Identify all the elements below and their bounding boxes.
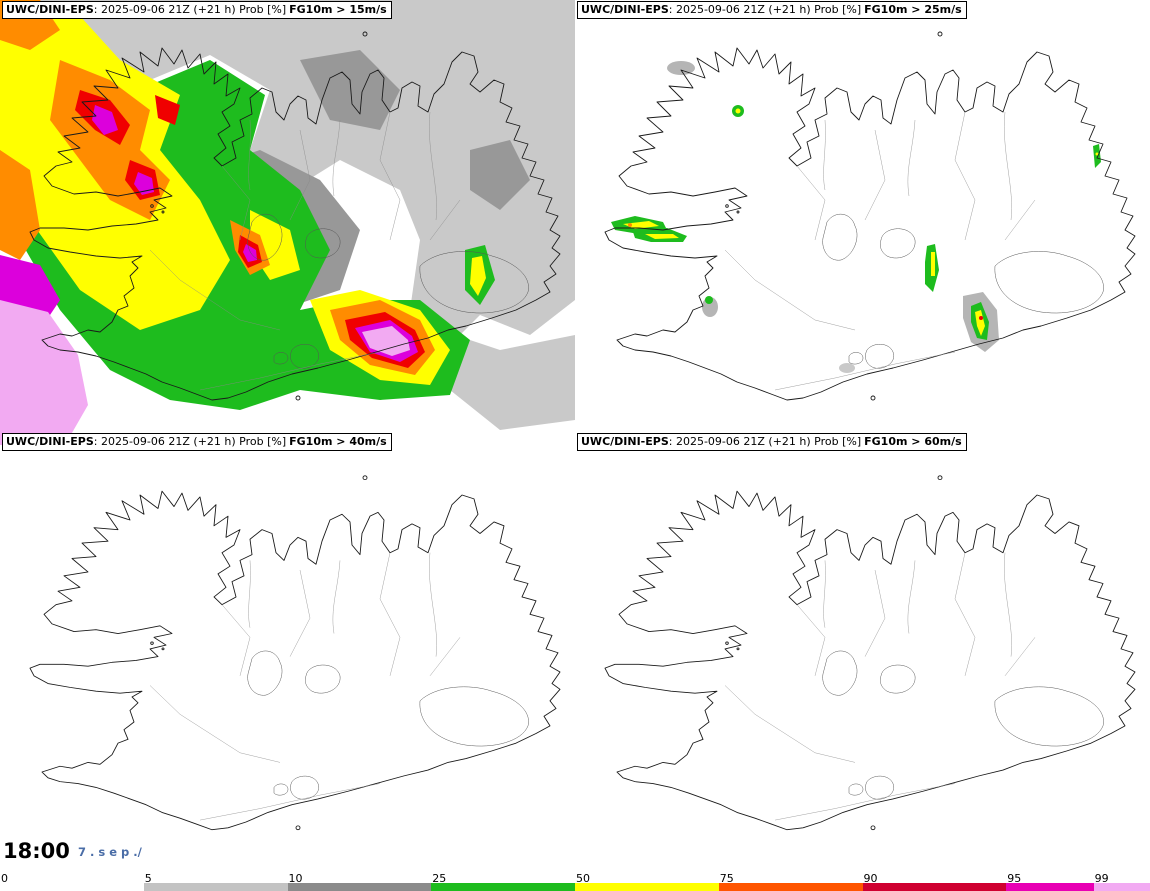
legend-tick-label: 99 — [1094, 872, 1109, 885]
probability-field — [0, 0, 575, 445]
legend-color-swatch — [287, 883, 432, 891]
probability-colorbar: 0 5 10 25 50 75 90 95 99 — [0, 872, 1150, 891]
legend-segment: 75 — [718, 872, 863, 891]
legend-color-swatch — [143, 883, 288, 891]
run-info: : 2025-09-06 21Z (+21 h) Prob [%] — [93, 435, 287, 448]
legend-segment: 5 — [143, 872, 288, 891]
legend-segment: 90 — [862, 872, 1007, 891]
legend-tick-label: 10 — [288, 872, 303, 885]
map-canvas-60 — [604, 475, 1136, 831]
legend-segment: 99 — [1093, 872, 1150, 891]
legend-color-swatch — [1006, 883, 1094, 891]
run-info: : 2025-09-06 21Z (+21 h) Prob [%] — [668, 435, 862, 448]
panel-fg10m-gt-15: UWC/DINI-EPS: 2025-09-06 21Z (+21 h) Pro… — [0, 0, 575, 445]
legend-color-swatch — [718, 883, 863, 891]
legend-tick-label: 90 — [863, 872, 878, 885]
legend-color-swatch — [1093, 883, 1150, 891]
model-name: UWC/DINI-EPS — [6, 435, 94, 448]
model-name: UWC/DINI-EPS — [6, 3, 94, 16]
panel-fg10m-gt-25: UWC/DINI-EPS: 2025-09-06 21Z (+21 h) Pro… — [575, 0, 1150, 445]
model-name: UWC/DINI-EPS — [581, 435, 669, 448]
probability-field — [611, 61, 1101, 373]
legend-tick-label: 25 — [432, 872, 447, 885]
panel-title: UWC/DINI-EPS: 2025-09-06 21Z (+21 h) Pro… — [577, 1, 967, 19]
legend-segment: 95 — [1006, 872, 1094, 891]
map-canvas-15 — [0, 0, 575, 445]
legend-segment: 10 — [287, 872, 432, 891]
threshold-label: FG10m > 15m/s — [289, 3, 387, 16]
legend-color-swatch — [431, 883, 575, 891]
legend-tick-label: 75 — [719, 872, 734, 885]
map-canvas-25 — [604, 31, 1136, 401]
legend-segment: 25 — [431, 872, 575, 891]
threshold-label: FG10m > 60m/s — [864, 435, 962, 448]
model-name: UWC/DINI-EPS — [581, 3, 669, 16]
threshold-label: FG10m > 40m/s — [289, 435, 387, 448]
panel-fg10m-gt-40: UWC/DINI-EPS: 2025-09-06 21Z (+21 h) Pro… — [0, 433, 575, 873]
legend-tick-label: 5 — [144, 872, 152, 885]
legend-segment: 0 — [0, 872, 144, 891]
threshold-label: FG10m > 25m/s — [864, 3, 962, 16]
run-info: : 2025-09-06 21Z (+21 h) Prob [%] — [93, 3, 287, 16]
legend-tick-label: 50 — [576, 872, 590, 885]
run-info: : 2025-09-06 21Z (+21 h) Prob [%] — [668, 3, 862, 16]
panel-title: UWC/DINI-EPS: 2025-09-06 21Z (+21 h) Pro… — [2, 1, 392, 19]
valid-time-label: 18:00 — [3, 839, 70, 863]
legend-color-swatch — [575, 883, 719, 891]
date-line-1: 7 . s e p ./ — [78, 845, 142, 859]
legend-color-swatch — [0, 883, 144, 891]
panel-fg10m-gt-60: UWC/DINI-EPS: 2025-09-06 21Z (+21 h) Pro… — [575, 433, 1150, 873]
panel-title: UWC/DINI-EPS: 2025-09-06 21Z (+21 h) Pro… — [577, 433, 967, 451]
legend-tick-label: 0 — [1, 872, 8, 885]
legend-segment: 50 — [575, 872, 719, 891]
legend-tick-label: 95 — [1007, 872, 1022, 885]
map-canvas-40 — [29, 475, 561, 831]
legend-color-swatch — [862, 883, 1007, 891]
panel-title: UWC/DINI-EPS: 2025-09-06 21Z (+21 h) Pro… — [2, 433, 392, 451]
